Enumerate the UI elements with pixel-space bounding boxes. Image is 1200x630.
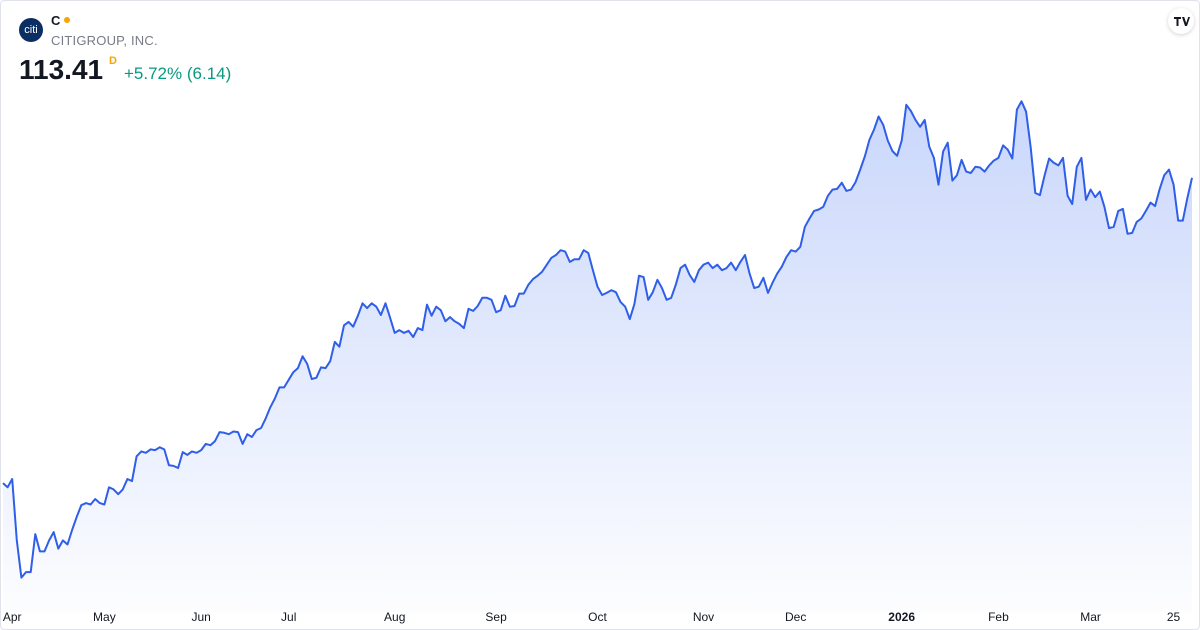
x-tick-label: Mar [1080,610,1101,624]
company-name: CITIGROUP, INC. [51,33,158,48]
price: 113.41 [19,54,104,85]
x-tick-label: Jun [191,610,210,624]
price-line [2,100,1193,579]
x-tick-label: Aug [384,610,405,624]
x-tick-label: Nov [693,610,714,624]
x-tick-label: May [93,610,116,624]
x-tick-label: Sep [485,610,507,624]
x-tick-label: Oct [588,610,607,624]
x-tick-label: 2026 [888,610,915,624]
x-tick-label: Dec [785,610,806,624]
status-dot [64,17,70,23]
x-tick-label: Feb [988,610,1009,624]
x-tick-label: 25 [1167,610,1181,624]
price-change: +5.72% (6.14) [124,64,232,83]
brand-logo[interactable] [1168,8,1194,34]
area-fill [3,101,1192,613]
x-tick-label: Jul [281,610,296,624]
x-tick-label: Apr [3,610,22,624]
logo: citi [19,18,43,42]
interval: D [109,55,117,67]
symbol: C [51,13,61,28]
brand-icon [1174,17,1190,26]
